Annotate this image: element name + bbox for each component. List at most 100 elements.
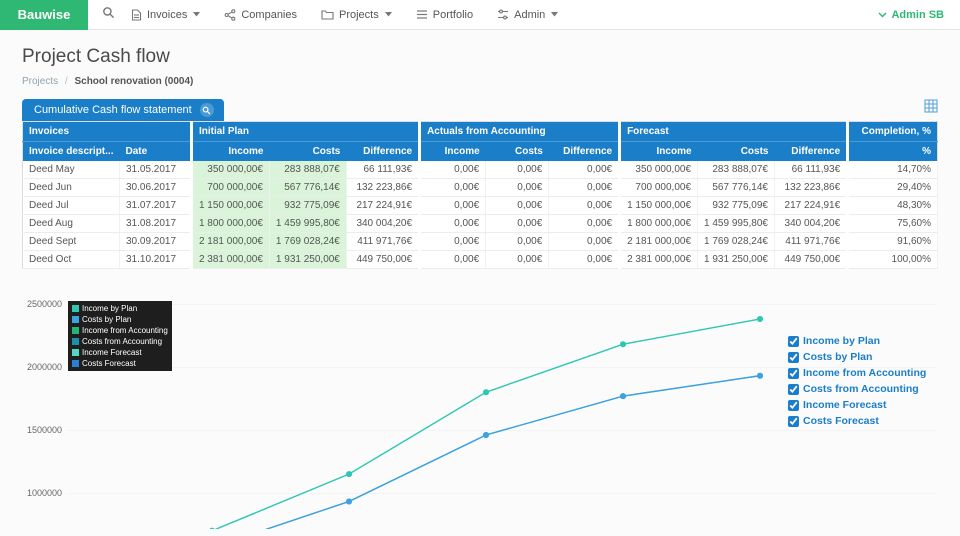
- table-cell: 217 224,91€: [774, 196, 849, 215]
- table-cell: 0,00€: [485, 232, 550, 251]
- table-group-header-row: Invoices Initial Plan Actuals from Accou…: [22, 121, 938, 142]
- series-toggle-label: Costs from Accounting: [803, 383, 919, 395]
- table-cell: 0,00€: [485, 214, 550, 233]
- series-checkbox[interactable]: [788, 415, 799, 427]
- table-cell: 31.08.2017: [119, 214, 192, 233]
- col-header-forecast-difference[interactable]: Difference: [774, 141, 848, 161]
- table-cell: 0,00€: [548, 178, 621, 197]
- top-navbar: Bauwise Invoices: [0, 0, 960, 30]
- invoices-icon: [131, 8, 142, 21]
- table-cell: Deed May: [22, 161, 120, 179]
- table-cell: 2 381 000,00€: [618, 250, 699, 269]
- legend-item: Costs by Plan: [72, 314, 168, 325]
- table-cell: 0,00€: [485, 161, 550, 179]
- table-cell: 932 775,09€: [697, 196, 775, 215]
- table-cell: 1 769 028,24€: [269, 232, 347, 251]
- col-header-forecast-income[interactable]: Income: [618, 141, 698, 161]
- table-cell: 29,40%: [846, 178, 938, 197]
- cashflow-table: Invoices Initial Plan Actuals from Accou…: [22, 121, 938, 269]
- series-line: [265, 375, 761, 529]
- table-row[interactable]: Deed May 31.05.2017 350 000,00€ 283 888,07€…: [22, 161, 938, 179]
- table-cell: 1 769 028,24€: [697, 232, 775, 251]
- table-cell: 340 004,20€: [774, 214, 849, 233]
- series-point: [483, 389, 489, 396]
- nav-item-label: Invoices: [147, 8, 188, 21]
- col-header-actual-costs[interactable]: Costs: [485, 141, 549, 161]
- table-row[interactable]: Deed Oct 31.10.2017 2 381 000,00€ 1 931 250…: [22, 250, 938, 269]
- table-cell: 0,00€: [548, 214, 621, 233]
- table-cell: 2 381 000,00€: [189, 250, 270, 269]
- series-checkbox[interactable]: [788, 367, 799, 379]
- table-cell: 0,00€: [548, 161, 621, 179]
- breadcrumb-projects-link[interactable]: Projects: [22, 76, 59, 87]
- table-cell: 411 971,76€: [774, 232, 849, 251]
- table-cell: Deed Jul: [22, 196, 120, 215]
- series-line: [214, 318, 761, 529]
- series-toggle-label: Income by Plan: [803, 335, 881, 347]
- col-header-invoice-description[interactable]: Invoice descript...: [22, 141, 120, 161]
- nav-item-portfolio[interactable]: Portfolio: [416, 9, 473, 21]
- nav-item-projects[interactable]: Projects: [321, 9, 392, 21]
- breadcrumb: Projects / School renovation (0004): [22, 76, 960, 87]
- nav-item-companies[interactable]: Companies: [224, 9, 297, 21]
- table-cell: 350 000,00€: [189, 161, 270, 179]
- table-row[interactable]: Deed Jun 30.06.2017 700 000,00€ 567 776,14€…: [22, 178, 938, 197]
- table-row[interactable]: Deed Jul 31.07.2017 1 150 000,00€ 932 775,0…: [22, 196, 938, 215]
- series-toggle[interactable]: Income by Plan: [788, 335, 926, 347]
- series-toggle[interactable]: Costs from Accounting: [788, 383, 926, 395]
- table-cell: 1 800 000,00€: [618, 214, 699, 233]
- col-header-completion-pct[interactable]: %: [846, 141, 938, 161]
- tab-search-icon[interactable]: [199, 103, 214, 117]
- series-toggle-label: Income from Accounting: [803, 367, 927, 379]
- grid-icon[interactable]: [924, 99, 938, 118]
- table-cell: 2 181 000,00€: [189, 232, 270, 251]
- series-toggle-label: Income Forecast: [803, 399, 887, 411]
- col-header-plan-difference[interactable]: Difference: [346, 141, 420, 161]
- series-point: [346, 498, 352, 505]
- table-row[interactable]: Deed Sept 30.09.2017 2 181 000,00€ 1 769 02…: [22, 232, 938, 251]
- legend-swatch: [72, 316, 79, 323]
- col-header-date[interactable]: Date: [119, 141, 192, 161]
- breadcrumb-current: School renovation (0004): [74, 76, 194, 87]
- col-header-actual-income[interactable]: Income: [418, 141, 486, 161]
- caret-down-icon: [384, 12, 392, 17]
- col-header-forecast-costs[interactable]: Costs: [697, 141, 775, 161]
- table-cell: 132 223,86€: [346, 178, 421, 197]
- series-checkbox[interactable]: [788, 335, 799, 347]
- col-header-actual-difference[interactable]: Difference: [548, 141, 620, 161]
- table-cell: 0,00€: [418, 161, 487, 179]
- series-toggle[interactable]: Income Forecast: [788, 399, 926, 411]
- nav-item-label: Admin: [514, 8, 546, 21]
- col-header-plan-costs[interactable]: Costs: [269, 141, 347, 161]
- table-cell: 14,70%: [846, 161, 938, 179]
- tab-row: Cumulative Cash flow statement: [22, 99, 938, 121]
- series-toggle[interactable]: Costs Forecast: [788, 415, 926, 427]
- series-toggle[interactable]: Income from Accounting: [788, 367, 926, 379]
- tab-cumulative-cashflow[interactable]: Cumulative Cash flow statement: [22, 99, 224, 121]
- user-name: Admin SB: [891, 8, 944, 21]
- series-checkbox[interactable]: [788, 351, 799, 363]
- series-toggle[interactable]: Costs by Plan: [788, 351, 926, 363]
- series-checkbox[interactable]: [788, 399, 799, 411]
- search-icon: [102, 6, 115, 24]
- table-cell: 0,00€: [485, 196, 550, 215]
- nav-item-label: Projects: [339, 8, 379, 21]
- brand-logo[interactable]: Bauwise: [0, 0, 88, 30]
- series-checkbox[interactable]: [788, 383, 799, 395]
- table-cell: 1 800 000,00€: [189, 214, 270, 233]
- user-menu[interactable]: Admin SB: [878, 9, 944, 21]
- table-cell: 340 004,20€: [346, 214, 421, 233]
- search-button[interactable]: [102, 6, 115, 24]
- table-cell: 0,00€: [418, 178, 487, 197]
- table-cell: Deed Jun: [22, 178, 120, 197]
- table-cell: 31.10.2017: [119, 250, 192, 269]
- legend-item: Income Forecast: [72, 347, 168, 358]
- col-header-plan-income[interactable]: Income: [189, 141, 270, 161]
- y-axis-tick-label: 2000000: [26, 362, 62, 372]
- table-cell: 350 000,00€: [618, 161, 699, 179]
- group-header-invoices: Invoices: [22, 121, 192, 142]
- nav-item-invoices[interactable]: Invoices: [131, 8, 201, 21]
- table-cell: 0,00€: [548, 232, 621, 251]
- table-row[interactable]: Deed Aug 31.08.2017 1 800 000,00€ 1 459 995…: [22, 214, 938, 233]
- nav-item-admin[interactable]: Admin: [497, 8, 559, 21]
